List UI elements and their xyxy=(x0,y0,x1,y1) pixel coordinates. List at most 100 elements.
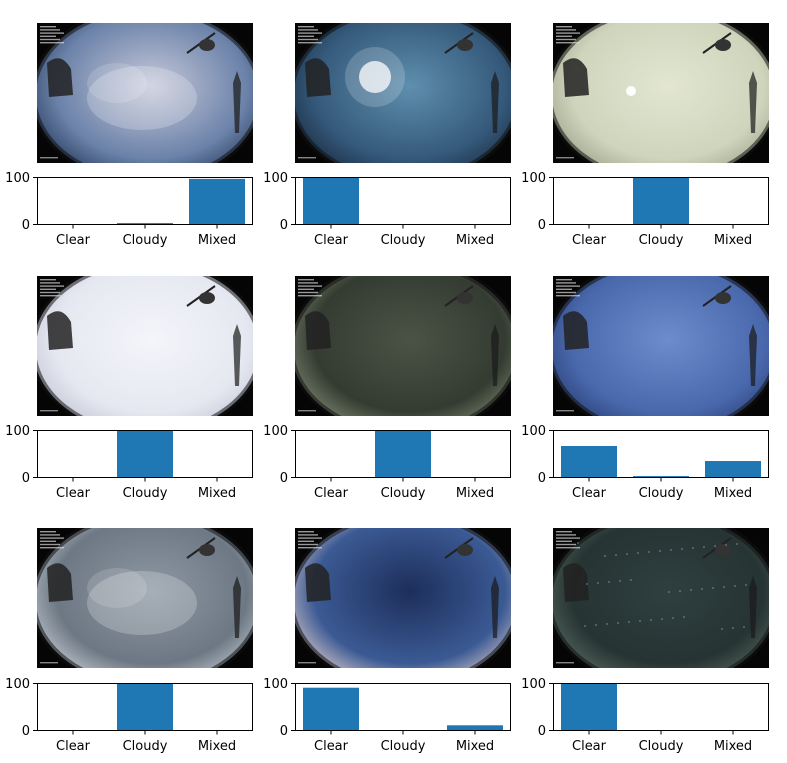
dome-silhouette xyxy=(563,563,589,602)
tree-silhouette xyxy=(749,71,757,133)
dome-silhouette xyxy=(305,563,331,602)
dome-silhouette xyxy=(305,311,331,350)
tree-silhouette xyxy=(491,71,499,133)
sky-image-1 xyxy=(37,23,253,163)
x-tick-label-mixed: Mixed xyxy=(714,486,752,501)
sky-image-2 xyxy=(295,23,511,163)
sun-glare xyxy=(626,86,636,96)
x-tick-label-mixed: Mixed xyxy=(456,233,494,248)
tree-silhouette xyxy=(233,71,241,133)
fisheye-sky xyxy=(553,23,769,163)
dish-silhouette xyxy=(457,39,473,51)
x-tick-label-cloudy: Cloudy xyxy=(123,739,168,754)
sky-image-6 xyxy=(553,276,769,416)
bar-chart-9: 0 100 Clear Cloudy Mixed xyxy=(521,677,769,754)
y-tick-label: 0 xyxy=(22,218,30,233)
dish-silhouette xyxy=(199,39,215,51)
y-tick-label: 100 xyxy=(263,424,288,439)
y-tick-label: 0 xyxy=(538,724,546,739)
bar-chart-4: 0 100 Clear Cloudy Mixed xyxy=(5,424,253,501)
y-tick-label: 100 xyxy=(521,677,546,692)
fisheye-sky xyxy=(295,276,511,416)
tree-silhouette xyxy=(491,324,499,386)
x-tick-label-cloudy: Cloudy xyxy=(639,739,684,754)
bar-clear xyxy=(303,687,359,730)
fisheye-sky xyxy=(37,528,253,668)
bar-cloudy xyxy=(633,177,689,224)
y-tick-label: 0 xyxy=(22,724,30,739)
y-tick-label: 0 xyxy=(280,724,288,739)
bar-mixed xyxy=(189,178,245,224)
dish-silhouette xyxy=(457,292,473,304)
dish-silhouette xyxy=(715,39,731,51)
tree-silhouette xyxy=(233,324,241,386)
sky-image-9 xyxy=(553,528,769,668)
bar-chart-3: 0 100 Clear Cloudy Mixed xyxy=(521,171,769,248)
dish-silhouette xyxy=(199,544,215,556)
bar-cloudy xyxy=(633,476,689,477)
x-tick-label-clear: Clear xyxy=(314,233,349,248)
dish-silhouette xyxy=(457,544,473,556)
bar-chart-6: 0 100 Clear Cloudy Mixed xyxy=(521,424,769,501)
y-tick-label: 100 xyxy=(5,677,30,692)
x-tick-label-cloudy: Cloudy xyxy=(381,233,426,248)
fisheye-sky xyxy=(553,276,769,416)
y-tick-label: 0 xyxy=(280,218,288,233)
dish-silhouette xyxy=(715,544,731,556)
tree-silhouette xyxy=(233,576,241,638)
x-tick-label-clear: Clear xyxy=(56,233,91,248)
x-tick-label-cloudy: Cloudy xyxy=(123,233,168,248)
sky-image-5 xyxy=(295,276,511,416)
dome-silhouette xyxy=(563,311,589,350)
fisheye-sky xyxy=(295,23,511,163)
x-tick-label-mixed: Mixed xyxy=(714,233,752,248)
y-tick-label: 100 xyxy=(5,171,30,186)
x-tick-label-clear: Clear xyxy=(56,486,91,501)
x-tick-label-clear: Clear xyxy=(314,486,349,501)
y-tick-label: 100 xyxy=(5,424,30,439)
fisheye-sky xyxy=(553,528,769,668)
bar-cloudy xyxy=(117,223,173,224)
bar-chart-8: 0 100 Clear Cloudy Mixed xyxy=(263,677,511,754)
x-tick-label-mixed: Mixed xyxy=(714,739,752,754)
bar-chart-5: 0 100 Clear Cloudy Mixed xyxy=(263,424,511,501)
bar-chart-7: 0 100 Clear Cloudy Mixed xyxy=(5,677,253,754)
fisheye-sky xyxy=(37,23,253,163)
y-tick-label: 0 xyxy=(22,471,30,486)
x-tick-label-cloudy: Cloudy xyxy=(381,739,426,754)
x-tick-label-cloudy: Cloudy xyxy=(381,486,426,501)
y-tick-label: 0 xyxy=(538,471,546,486)
dome-silhouette xyxy=(47,311,73,350)
y-tick-label: 100 xyxy=(521,171,546,186)
sky-image-4 xyxy=(37,276,253,416)
bar-clear xyxy=(303,177,359,224)
x-tick-label-clear: Clear xyxy=(572,486,607,501)
y-tick-label: 0 xyxy=(538,218,546,233)
tree-silhouette xyxy=(749,576,757,638)
dish-silhouette xyxy=(715,292,731,304)
bar-cloudy xyxy=(117,683,173,730)
dish-silhouette xyxy=(199,292,215,304)
tree-silhouette xyxy=(491,576,499,638)
dome-silhouette xyxy=(563,58,589,97)
x-tick-label-clear: Clear xyxy=(56,739,91,754)
sun-glare xyxy=(359,61,391,93)
y-tick-label: 100 xyxy=(263,677,288,692)
tree-silhouette xyxy=(749,324,757,386)
bar-mixed xyxy=(447,725,503,730)
bar-mixed xyxy=(705,461,761,477)
x-tick-label-clear: Clear xyxy=(572,233,607,248)
sky-image-8 xyxy=(295,528,511,668)
y-tick-label: 100 xyxy=(263,171,288,186)
bar-chart-2: 0 100 Clear Cloudy Mixed xyxy=(263,171,511,248)
bar-clear xyxy=(561,445,617,477)
dome-silhouette xyxy=(47,563,73,602)
x-tick-label-clear: Clear xyxy=(314,739,349,754)
fisheye-sky xyxy=(295,528,511,668)
x-tick-label-mixed: Mixed xyxy=(198,233,236,248)
sky-image-3 xyxy=(553,23,769,163)
y-tick-label: 0 xyxy=(280,471,288,486)
bar-clear xyxy=(561,683,617,730)
x-tick-label-clear: Clear xyxy=(572,739,607,754)
